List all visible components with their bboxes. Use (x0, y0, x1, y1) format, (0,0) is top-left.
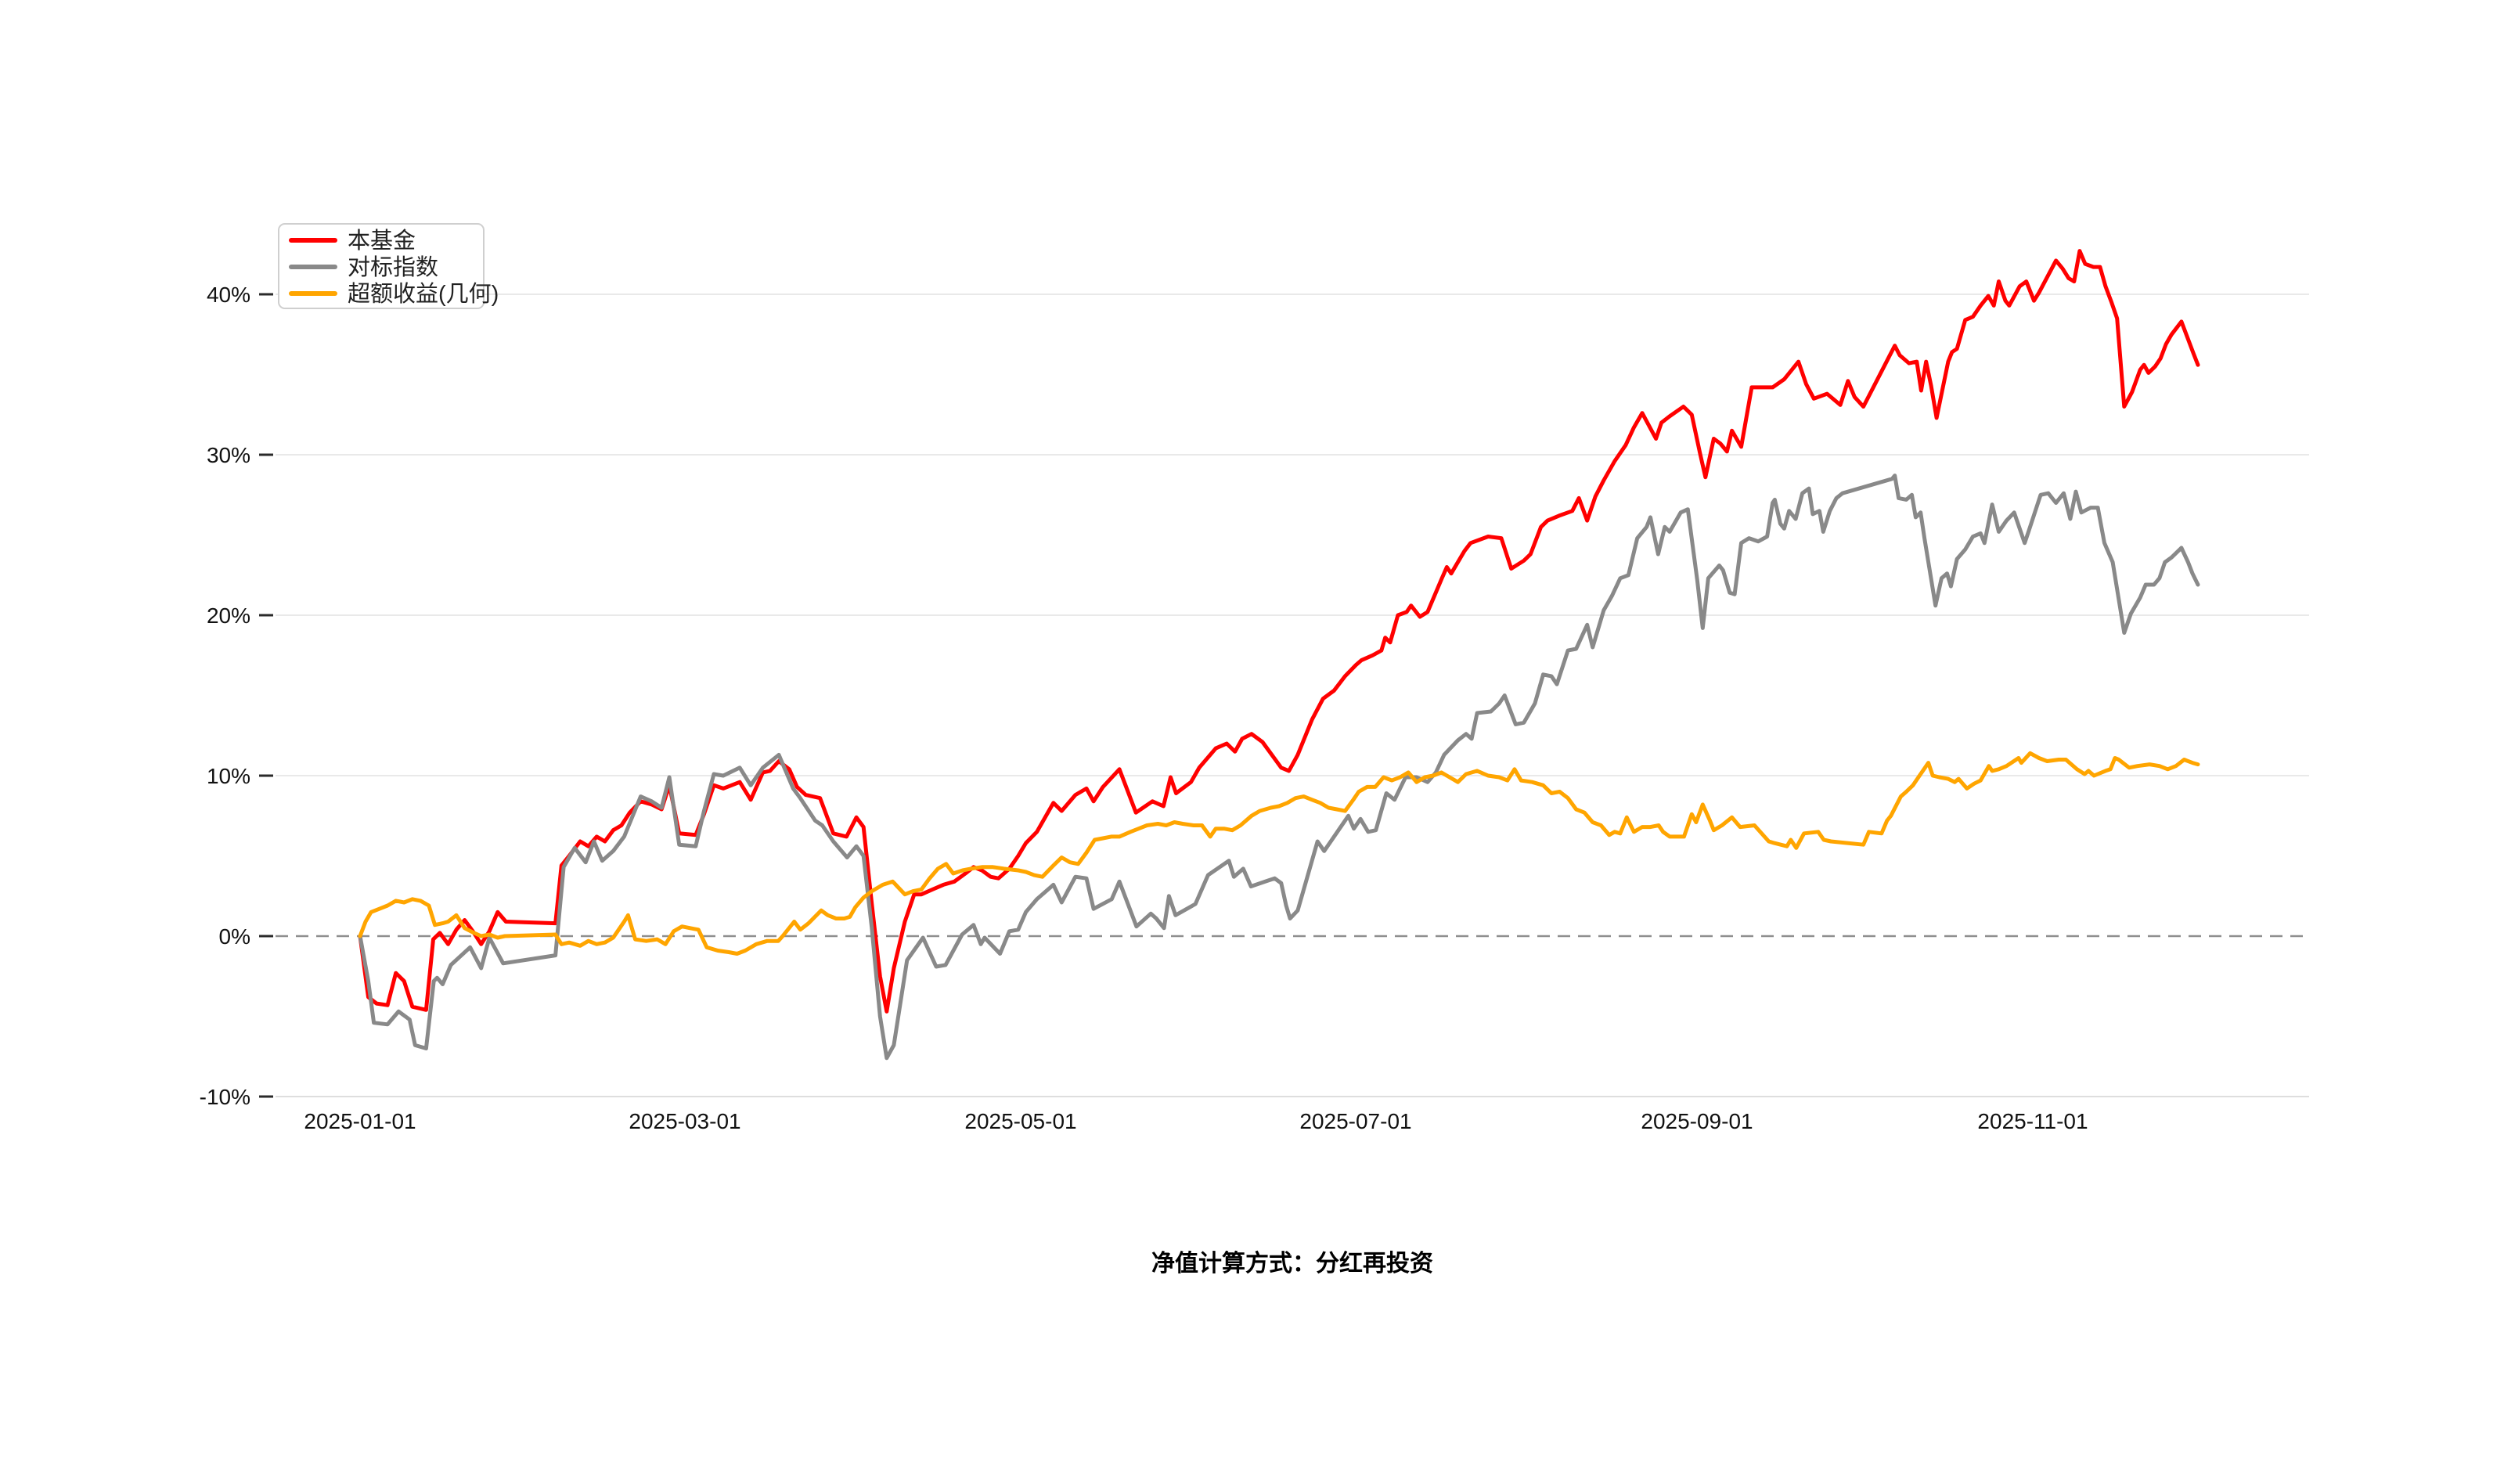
y-label-30: 30% (207, 443, 250, 467)
y-label-20: 20% (207, 603, 250, 628)
index-series-line (358, 474, 2200, 1061)
legend-box (278, 223, 485, 309)
x-label-jul: 2025-07-01 (1299, 1109, 1411, 1133)
y-label-10: 10% (207, 764, 250, 788)
legend-item-fund[interactable]: 本基金 (289, 228, 416, 254)
fund-series-line (358, 249, 2200, 1014)
y-label-0: 0% (219, 924, 250, 949)
nav-calculation-caption: 净值计算方式：分红再投资 (1151, 1250, 1433, 1277)
x-label-mar: 2025-03-01 (629, 1109, 740, 1133)
y-label-neg10: -10% (200, 1085, 250, 1109)
x-label-nov: 2025-11-01 (1977, 1109, 2088, 1133)
excess-series-line (358, 751, 2200, 956)
y-tick-marks (259, 293, 273, 1098)
legend-item-index[interactable]: 对标指数 (289, 254, 438, 280)
chart-legend: 本基金 对标指数 超额收益(几何) (278, 223, 499, 309)
y-axis-labels: 40% 30% 20% 10% 0% -10% (200, 283, 250, 1109)
series-layer (358, 249, 2200, 1061)
x-axis-labels: 2025-01-01 2025-03-01 2025-05-01 2025-07… (304, 1109, 2088, 1133)
legend-item-excess[interactable]: 超额收益(几何) (289, 281, 499, 307)
legend-label-fund: 本基金 (348, 228, 416, 254)
legend-label-excess: 超额收益(几何) (348, 281, 499, 307)
x-label-jan: 2025-01-01 (304, 1109, 416, 1133)
x-label-sep: 2025-09-01 (1641, 1109, 1753, 1133)
gridlines (276, 294, 2309, 1097)
legend-label-index: 对标指数 (348, 254, 438, 280)
y-label-40: 40% (207, 283, 250, 307)
x-label-may: 2025-05-01 (964, 1109, 1076, 1133)
